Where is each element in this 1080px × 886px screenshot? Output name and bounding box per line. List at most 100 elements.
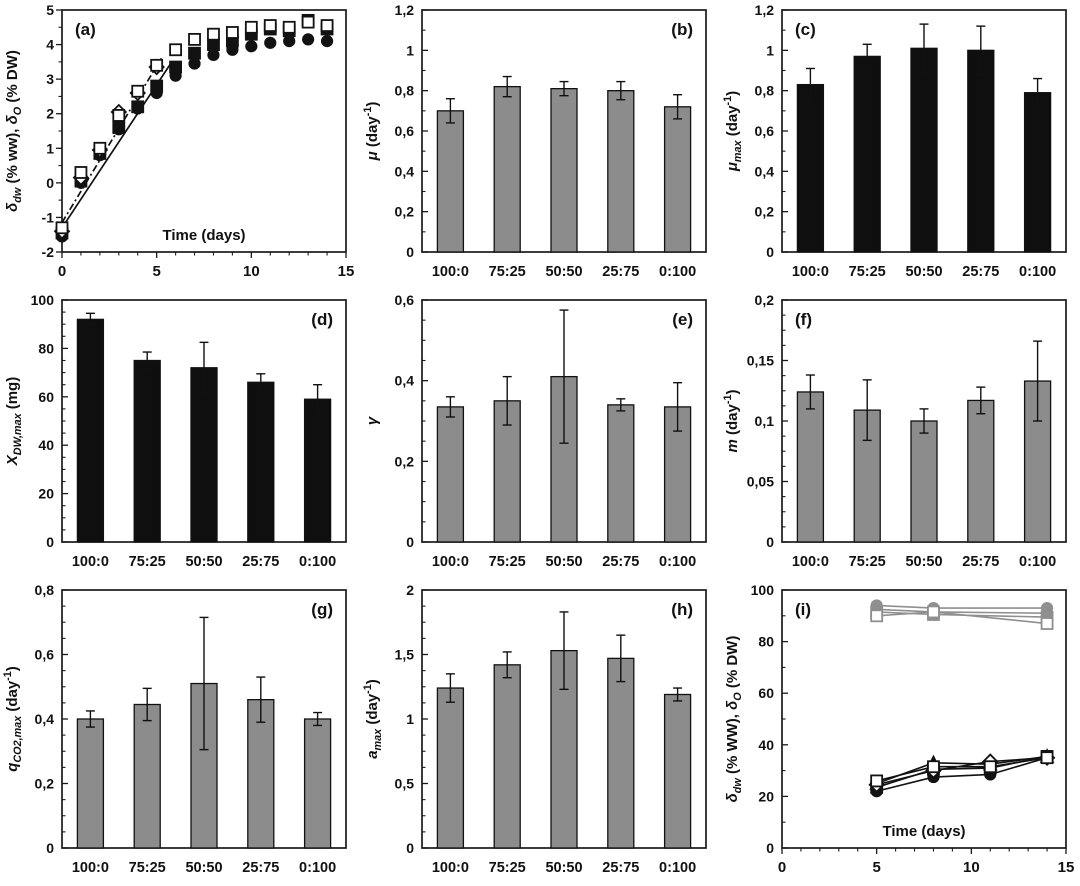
bar [436,406,465,543]
y-tick-label: 0,8 [35,582,55,598]
square-open-marker [983,760,997,774]
y-tick-label: 1,2 [755,2,775,18]
square-open-marker [301,15,315,29]
y-tick-label: 0,8 [755,83,775,99]
y-tick-label: 0,8 [395,83,415,99]
square-open-marker [112,109,126,122]
category-label: 75:25 [129,860,166,876]
bar [607,404,635,543]
square-open-marker [282,20,296,34]
category-label: 25:75 [962,554,999,570]
y-tick-label: 1,2 [395,2,415,18]
bar [133,703,161,849]
y-tick-label: 0,4 [395,373,415,389]
bar [967,49,995,253]
y-tick-label: 0,6 [755,123,775,139]
panel-a: -2 -1 0 1 2 3 4 5 0 5 10 15 δdw (% ww), δO (% DW) (a)… [0,0,360,290]
panel-letter: (f) [795,310,812,329]
bar [76,318,105,543]
y-axis-label: γ [364,415,381,425]
category-label: 25:75 [602,554,639,570]
square-filled-marker [150,79,164,93]
y-tick-label: 0 [766,534,774,550]
bar [663,106,692,253]
y-tick-label: 0,1 [755,413,775,429]
x-axis-label: Time (days) [162,227,245,244]
panel-c-chart: 0 0,2 0,4 0,6 0,8 1 1,2 μmax (day-1) (c) 100:0 75:… [722,2,1067,280]
square-open-marker [320,19,334,32]
y-tick-label: 0 [46,175,54,191]
x-tick-label: 5 [872,859,880,876]
bar [436,110,465,253]
panel-i-chart: 0 20 40 60 80 100 0 5 10 15 δdw (% WW), δO (% DW) (… [724,582,1074,876]
y-tick-label: 1 [406,711,414,727]
category-label: 75:25 [489,860,526,876]
x-axis-label: Time (days) [882,823,965,840]
category-label: 100:0 [72,554,109,570]
x-tick-label: 5 [152,263,160,280]
category-label: 100:0 [432,264,469,280]
square-open-marker [169,43,183,57]
panel-h: 0 0,5 1 1,5 2 amax (day-1) (h) 100:0 75:25 50:50 2… [360,580,720,886]
bar [796,391,825,543]
bar [133,359,161,543]
bar [436,687,465,849]
category-label: 75:25 [489,554,526,570]
plot-border [781,589,1067,849]
panel-a-chart: -2 -1 0 1 2 3 4 5 0 5 10 15 δdw (% ww), δO (% DW) (a)… [4,2,355,280]
x-tick-label: 15 [338,263,355,280]
y-tick-label: 40 [38,437,54,453]
panel-b: 0 0,2 0,4 0,6 0,8 1 1,2 μ (day-1) (b) 100:0 75:25 5… [360,0,720,290]
panel-letter: (e) [672,310,693,329]
category-label: 0:100 [659,860,696,876]
bar [550,88,578,253]
square-filled-marker [131,100,145,114]
square-open-marker [870,609,884,623]
bar [76,718,105,849]
panel-d-chart: 0 20 40 60 80 100 XDW,max (mg) (d) 100:0 75:25 50:… [4,292,347,570]
panel-d: 0 20 40 60 80 100 XDW,max (mg) (d) 100:0 75:25 50:… [0,290,360,580]
category-label: 0:100 [1019,554,1056,570]
y-tick-label: 3 [46,71,54,87]
panel-letter: (c) [795,20,816,39]
bar [607,657,635,849]
square-open-marker [188,32,201,46]
x-tick-label: 0 [58,263,66,280]
panel-letter: (a) [75,20,96,39]
square-open-marker [927,760,940,774]
y-axis-label: δdw (% WW), δO (% DW) [724,636,744,803]
y-tick-label: 0,4 [755,163,775,179]
square-open-marker [93,141,107,155]
y-tick-label: 40 [758,737,774,753]
panel-letter: (d) [311,310,333,329]
y-tick-label: 60 [758,685,774,701]
y-tick-label: 0,15 [747,353,774,369]
category-label: 100:0 [792,264,829,280]
bar [247,381,275,543]
category-label: 0:100 [1019,264,1056,280]
category-label: 50:50 [545,264,582,280]
category-label: 75:25 [129,554,166,570]
y-tick-label: 1 [766,42,774,58]
y-tick-label: 0,4 [35,711,55,727]
y-tick-label: 0,6 [35,647,55,663]
square-open-marker [207,27,220,41]
y-axis-label: qCO2,max (day-1) [2,666,24,772]
category-label: 75:25 [849,264,886,280]
y-tick-label: 0,2 [395,453,415,469]
category-label: 0:100 [659,554,696,570]
bar [607,90,635,253]
category-label: 100:0 [792,554,829,570]
square-open-marker [870,774,884,788]
panel-letter: (i) [795,600,811,619]
y-tick-label: 0 [46,534,54,550]
bar [967,399,995,543]
bar [493,664,521,849]
x-tick-label: 0 [778,859,786,876]
y-tick-label: 1,5 [395,647,415,663]
panel-c: 0 0,2 0,4 0,6 0,8 1 1,2 μmax (day-1) (c) 100:0 75:… [720,0,1080,290]
y-tick-label: 0,2 [35,776,55,792]
y-tick-label: 80 [38,340,54,356]
category-label: 50:50 [185,860,222,876]
